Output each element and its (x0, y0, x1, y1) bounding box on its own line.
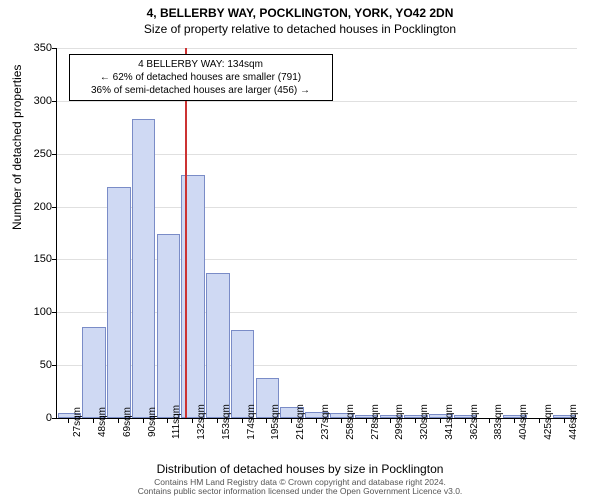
x-tick (93, 418, 94, 423)
gridline (57, 48, 577, 49)
info-line-1: 4 BELLERBY WAY: 134sqm (76, 58, 326, 71)
info-line-3: 36% of semi-detached houses are larger (… (76, 84, 326, 97)
histogram-bar (107, 187, 131, 419)
plot-area (56, 48, 577, 419)
histogram-bar (206, 273, 230, 418)
y-tick-label: 50 (22, 359, 52, 371)
y-tick (52, 312, 57, 313)
chart-area: 4 BELLERBY WAY: 134sqm ← 62% of detached… (56, 48, 576, 418)
x-tick (68, 418, 69, 423)
x-tick (440, 418, 441, 423)
chart-container: 4, BELLERBY WAY, POCKLINGTON, YORK, YO42… (0, 0, 600, 500)
x-tick (415, 418, 416, 423)
y-tick (52, 418, 57, 419)
y-tick-label: 250 (22, 148, 52, 160)
x-tick (564, 418, 565, 423)
y-tick (52, 154, 57, 155)
x-tick-label: 132sqm (196, 404, 207, 440)
x-tick (118, 418, 119, 423)
x-tick-label: 278sqm (370, 404, 381, 440)
histogram-bar (132, 119, 156, 418)
x-tick (192, 418, 193, 423)
chart-subtitle: Size of property relative to detached ho… (0, 20, 600, 36)
y-tick (52, 48, 57, 49)
histogram-bar (157, 234, 181, 418)
x-tick-label: 320sqm (419, 404, 430, 440)
x-tick-label: 362sqm (469, 404, 480, 440)
y-tick (52, 101, 57, 102)
x-axis-label: Distribution of detached houses by size … (0, 462, 600, 476)
y-tick (52, 365, 57, 366)
footer-line-2: Contains public sector information licen… (0, 487, 600, 496)
x-tick-label: 90sqm (147, 407, 158, 437)
x-tick-label: 69sqm (122, 407, 133, 437)
x-tick-label: 341sqm (444, 404, 455, 440)
x-tick-label: 404sqm (518, 404, 529, 440)
x-tick (291, 418, 292, 423)
y-tick (52, 207, 57, 208)
x-tick (217, 418, 218, 423)
reference-line (185, 48, 187, 418)
x-tick-label: 174sqm (246, 404, 257, 440)
footer-attribution: Contains HM Land Registry data © Crown c… (0, 478, 600, 497)
y-tick-label: 150 (22, 253, 52, 265)
x-tick (489, 418, 490, 423)
x-tick-label: 153sqm (221, 404, 232, 440)
x-tick (366, 418, 367, 423)
x-tick (514, 418, 515, 423)
x-tick-label: 195sqm (270, 404, 281, 440)
x-tick (242, 418, 243, 423)
x-tick-label: 48sqm (97, 407, 108, 437)
x-tick (539, 418, 540, 423)
y-tick-label: 200 (22, 201, 52, 213)
x-tick (266, 418, 267, 423)
reference-info-box: 4 BELLERBY WAY: 134sqm ← 62% of detached… (69, 54, 333, 101)
x-tick-label: 111sqm (171, 405, 182, 439)
x-tick-label: 237sqm (320, 404, 331, 440)
info-line-2: ← 62% of detached houses are smaller (79… (76, 71, 326, 84)
x-tick-label: 446sqm (568, 404, 579, 440)
x-tick (390, 418, 391, 423)
x-tick (316, 418, 317, 423)
x-tick-label: 383sqm (493, 404, 504, 440)
y-tick-label: 300 (22, 95, 52, 107)
x-tick (143, 418, 144, 423)
x-tick-label: 27sqm (72, 407, 83, 437)
y-tick-label: 350 (22, 42, 52, 54)
chart-title: 4, BELLERBY WAY, POCKLINGTON, YORK, YO42… (0, 0, 600, 20)
y-tick-label: 100 (22, 306, 52, 318)
x-tick (465, 418, 466, 423)
x-tick (167, 418, 168, 423)
histogram-bar (82, 327, 106, 418)
y-tick (52, 259, 57, 260)
x-tick (341, 418, 342, 423)
y-tick-label: 0 (22, 412, 52, 424)
x-tick-label: 425sqm (543, 404, 554, 440)
x-tick-label: 299sqm (394, 404, 405, 440)
x-tick-label: 258sqm (345, 404, 356, 440)
x-tick-label: 216sqm (295, 404, 306, 440)
